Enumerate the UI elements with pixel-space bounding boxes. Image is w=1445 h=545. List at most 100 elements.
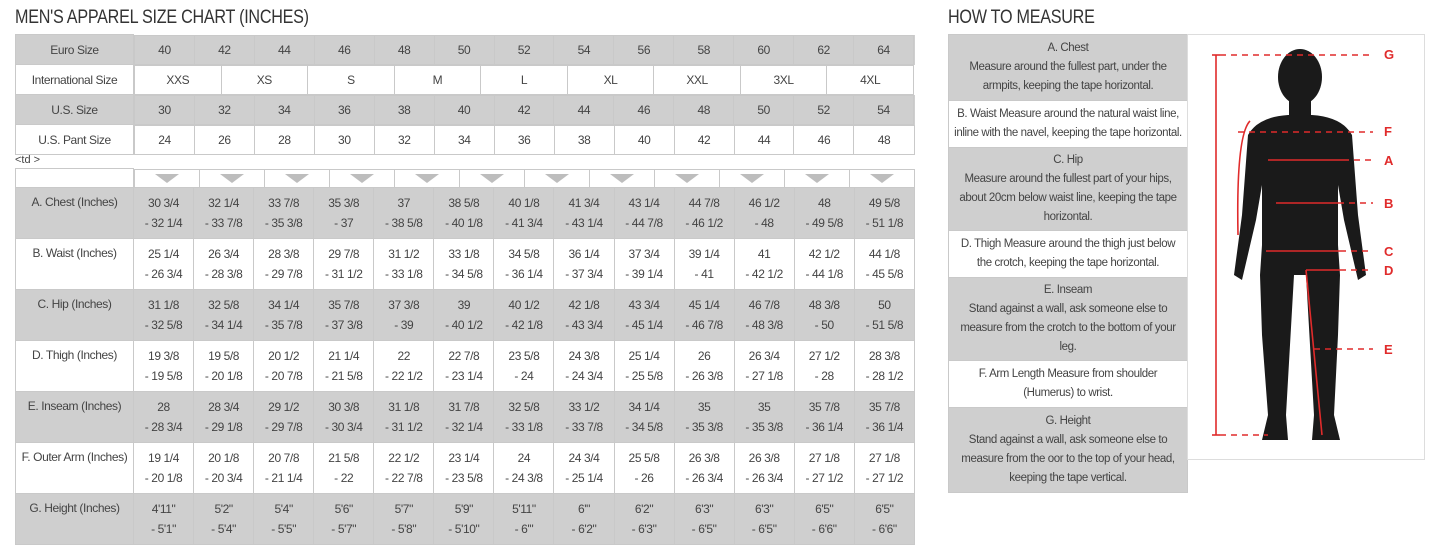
row-label: U.S. Pant Size <box>15 124 134 155</box>
range-min: 31 1/2 <box>388 247 420 261</box>
range-max: - 45 1/4 <box>625 318 663 332</box>
measurement-cell: 26 3/4 - 28 3/8 <box>193 238 255 290</box>
range-max: - 34 1/4 <box>204 318 243 332</box>
range-max: - 46 1/2 <box>685 216 723 230</box>
size-cell: 48 <box>673 94 735 125</box>
range-min: 45 1/4 <box>688 298 720 312</box>
range-max: - 38 5/8 <box>385 216 423 230</box>
range-min: 35 7/8 <box>868 400 900 414</box>
range-min: 41 <box>757 247 771 261</box>
range-max: - 5'1" <box>151 522 176 536</box>
measurement-cell: 22 1/2 - 22 7/8 <box>373 442 435 494</box>
size-cell: 56 <box>613 34 675 65</box>
measurement-cell: 30 3/4 - 32 1/4 <box>132 187 195 239</box>
size-cell: 52 <box>493 34 555 65</box>
range-min: 20 1/2 <box>268 349 300 363</box>
range-max: - 20 1/8 <box>204 369 243 383</box>
instruction-cell: F. Arm Length Measure from shoulder (Hum… <box>948 360 1188 408</box>
size-cell: 46 <box>313 34 375 65</box>
triangle-down-icon <box>805 174 829 183</box>
range-max: - 6'5" <box>751 522 777 536</box>
instruction-cell: D. Thigh Measure around the thigh just b… <box>948 230 1188 278</box>
range-max: - 36 1/4 <box>505 267 543 281</box>
arrow-cell <box>524 168 590 189</box>
measurement-cell: 31 1/2 - 33 1/8 <box>373 238 435 290</box>
range-max: - 6'" <box>514 522 534 536</box>
measurement-cell: 28 3/8 - 28 1/2 <box>853 340 916 392</box>
measurement-cell: 48 3/8 - 50 <box>793 289 855 341</box>
size-cell: XS <box>220 64 309 95</box>
range-max: - 22 <box>334 471 354 485</box>
range-min: 26 3/4 <box>208 247 240 261</box>
range-max: - 50 <box>814 318 834 332</box>
range-min: 46 7/8 <box>748 298 780 312</box>
measurement-cell: 22 - 22 1/2 <box>373 340 435 392</box>
measurement-cell: 26 3/8 - 26 3/4 <box>673 442 735 494</box>
triangle-down-icon <box>350 174 374 183</box>
measurement-cell: 39 - 40 1/2 <box>433 289 495 341</box>
size-cell: 38 <box>553 124 615 155</box>
size-cell: 38 <box>373 94 435 125</box>
range-max: - 42 1/2 <box>745 267 783 281</box>
range-min: 34 1/4 <box>268 298 300 312</box>
range-min: 32 1/4 <box>208 196 240 210</box>
range-min: 27 1/2 <box>808 349 840 363</box>
measurement-cell: 23 1/4 - 23 5/8 <box>433 442 495 494</box>
instruction-heading: G. Height <box>1045 415 1091 427</box>
measurement-cell: 35 7/8 - 36 1/4 <box>853 391 916 443</box>
instruction-text: Stand against a wall, ask someone else t… <box>960 303 1176 353</box>
range-max: - 32 5/8 <box>144 318 183 332</box>
measurement-cell: 43 3/4 - 45 1/4 <box>613 289 675 341</box>
range-min: 6'3" <box>694 502 714 516</box>
row-label: G. Height (Inches) <box>15 493 134 545</box>
measurement-cell: 34 1/4 - 35 7/8 <box>253 289 315 341</box>
range-max: - 41 <box>694 267 714 281</box>
measurement-table: A. Chest (Inches) 30 3/4 - 32 1/4 32 1/4 - 3… <box>15 187 916 545</box>
range-max: - 43 3/4 <box>565 318 603 332</box>
measurement-cell: 32 1/4 - 33 7/8 <box>193 187 255 239</box>
row-label: U.S. Size <box>15 94 134 125</box>
range-min: 33 1/8 <box>448 247 480 261</box>
range-min: 39 1/4 <box>688 247 720 261</box>
measurement-cell: 35 - 35 3/8 <box>733 391 795 443</box>
measurement-cell: 24 3/8 - 24 3/4 <box>553 340 615 392</box>
range-max: - 32 1/4 <box>445 420 483 434</box>
range-max: - 27 1/8 <box>745 369 783 383</box>
range-max: - 20 7/8 <box>264 369 303 383</box>
measure-instruction: C. Hip Measure around the fullest part of… <box>948 147 1188 231</box>
size-cell: 3XL <box>739 64 828 95</box>
range-min: 35 7/8 <box>328 298 360 312</box>
range-min: 27 1/8 <box>868 451 900 465</box>
range-min: 32 5/8 <box>208 298 240 312</box>
size-cell: 34 <box>253 94 315 125</box>
instruction-heading: D. Thigh Measure around the thigh just b… <box>960 238 1176 269</box>
range-min: 28 <box>157 400 170 414</box>
size-chart-title: MEN'S APPAREL SIZE CHART (INCHES) <box>15 7 309 28</box>
measurement-cell: 6'3" - 6'5" <box>673 493 735 545</box>
size-cell: 58 <box>673 34 735 65</box>
measurement-cell: 26 - 26 3/8 <box>673 340 735 392</box>
size-cell: 46 <box>793 124 855 155</box>
how-to-measure-title: HOW TO MEASURE <box>948 7 1095 28</box>
measurement-cell: 20 1/8 - 20 3/4 <box>193 442 255 494</box>
measurement-cell: 4'11" - 5'1" <box>132 493 195 545</box>
range-max: - 34 5/8 <box>625 420 663 434</box>
range-min: 48 3/8 <box>808 298 840 312</box>
figure-label-d: D <box>1384 263 1393 278</box>
range-max: - 28 3/4 <box>144 420 183 434</box>
range-max: - 33 1/8 <box>505 420 543 434</box>
range-min: 34 5/8 <box>508 247 540 261</box>
range-min: 28 3/4 <box>208 400 240 414</box>
size-row: Euro Size 40 42 44 46 48 50 52 54 56 58 60 62 64 <box>15 34 915 65</box>
range-min: 6'5" <box>815 502 834 516</box>
size-cell: 26 <box>193 124 255 155</box>
measurement-cell: 31 1/8 - 31 1/2 <box>373 391 435 443</box>
triangle-down-icon <box>480 174 504 183</box>
triangle-down-icon <box>610 174 634 183</box>
triangle-down-icon <box>155 174 179 183</box>
range-max: - 23 5/8 <box>445 471 483 485</box>
triangle-down-icon <box>545 174 569 183</box>
range-max: - 35 3/8 <box>745 420 783 434</box>
range-max: - 35 7/8 <box>264 318 303 332</box>
measurement-cell: 50 - 51 5/8 <box>853 289 916 341</box>
